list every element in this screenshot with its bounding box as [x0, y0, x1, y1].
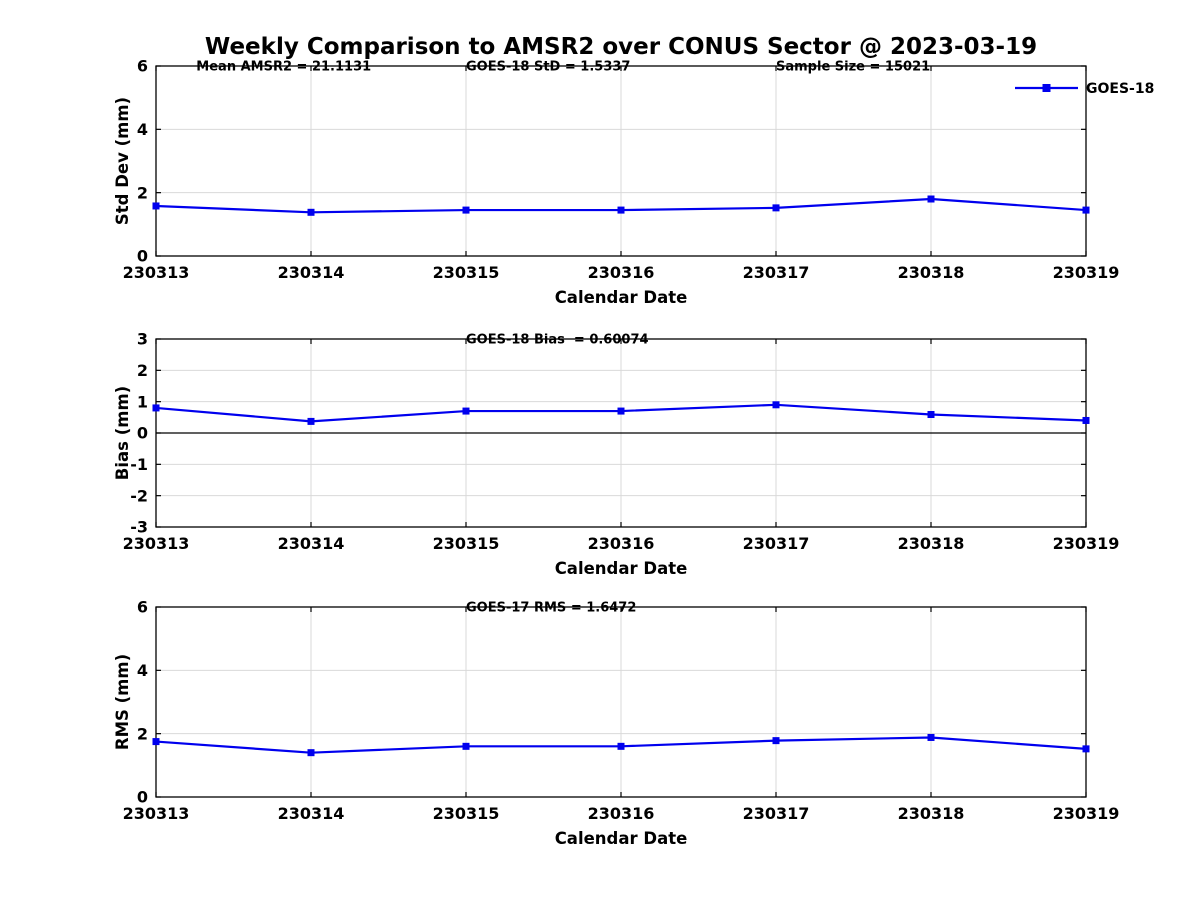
- subplots-group: 0 2 4 6 230313 230314 230315 230316 230317 230318…: [113, 57, 1154, 848]
- subplot-bias-mm-: -3 -2 -1 0 1 2 3 230313 230314 230315 230316 230317…: [113, 330, 1119, 578]
- stat-annotation: GOES-18 StD = 1.5337: [466, 60, 630, 75]
- data-point-marker: [152, 738, 160, 746]
- y-tick-label: 4: [137, 120, 148, 139]
- x-tick-label: 230315: [433, 804, 500, 823]
- y-tick-label: 6: [137, 57, 148, 76]
- data-point-marker: [307, 417, 315, 425]
- x-tick-label: 230316: [588, 804, 655, 823]
- y-tick-label: 1: [137, 392, 148, 411]
- x-tick-label: 230313: [123, 534, 190, 553]
- data-point-marker: [772, 204, 780, 212]
- data-point-marker: [152, 404, 160, 412]
- legend: GOES-18: [1015, 81, 1154, 97]
- x-tick-label: 230319: [1053, 534, 1120, 553]
- x-tick-label: 230314: [278, 534, 345, 553]
- stat-annotation: GOES-18 Bias = 0.60074: [466, 333, 649, 348]
- data-point-marker: [307, 208, 315, 216]
- data-point-marker: [772, 401, 780, 409]
- data-point-marker: [152, 202, 160, 210]
- data-point-marker: [462, 206, 470, 214]
- x-tick-label: 230313: [123, 263, 190, 282]
- y-tick-label: -2: [130, 486, 148, 505]
- stat-annotation: GOES-17 RMS = 1.6472: [466, 601, 636, 616]
- x-axis-label: Calendar Date: [555, 288, 688, 307]
- x-tick-label: 230319: [1053, 263, 1120, 282]
- data-point-marker: [1082, 745, 1090, 753]
- x-tick-label: 230316: [588, 534, 655, 553]
- x-axis-label: Calendar Date: [555, 829, 688, 848]
- x-tick-label: 230317: [743, 263, 810, 282]
- y-tick-label: 0: [137, 424, 148, 443]
- x-tick-label: 230319: [1053, 804, 1120, 823]
- data-point-marker: [772, 737, 780, 745]
- data-point-marker: [462, 742, 470, 750]
- data-point-marker: [462, 407, 470, 415]
- legend-marker-icon: [1042, 84, 1051, 92]
- chart-title: Weekly Comparison to AMSR2 over CONUS Se…: [205, 34, 1037, 60]
- subplot-std-dev-mm-: 0 2 4 6 230313 230314 230315 230316 230317 230318…: [113, 57, 1154, 307]
- y-tick-label: 2: [137, 361, 148, 380]
- data-point-marker: [1082, 416, 1090, 424]
- data-point-marker: [307, 749, 315, 757]
- x-tick-label: 230313: [123, 804, 190, 823]
- y-tick-label: -1: [130, 455, 148, 474]
- x-tick-label: 230316: [588, 263, 655, 282]
- stat-annotation: Mean AMSR2 = 21.1131: [196, 60, 371, 75]
- data-point-marker: [617, 206, 625, 214]
- x-tick-label: 230315: [433, 263, 500, 282]
- legend-label: GOES-18: [1086, 81, 1154, 97]
- data-point-marker: [1082, 206, 1090, 214]
- data-point-marker: [927, 411, 935, 419]
- y-tick-label: 0: [137, 788, 148, 807]
- y-tick-label: 0: [137, 247, 148, 266]
- y-axis-label: Std Dev (mm): [113, 97, 132, 225]
- x-tick-label: 230314: [278, 804, 345, 823]
- y-tick-label: 3: [137, 330, 148, 349]
- stat-annotation: Sample Size = 15021: [776, 60, 930, 75]
- y-axis-label: Bias (mm): [113, 386, 132, 480]
- x-tick-label: 230315: [433, 534, 500, 553]
- subplot-rms-mm-: 0 2 4 6 230313 230314 230315 230316 230317 230318…: [113, 598, 1119, 848]
- x-tick-label: 230318: [898, 804, 965, 823]
- y-tick-label: 4: [137, 661, 148, 680]
- x-tick-label: 230318: [898, 263, 965, 282]
- x-tick-label: 230314: [278, 263, 345, 282]
- data-point-marker: [617, 407, 625, 415]
- x-tick-label: 230317: [743, 804, 810, 823]
- y-tick-label: -3: [130, 518, 148, 537]
- y-axis-label: RMS (mm): [113, 654, 132, 750]
- y-tick-label: 2: [137, 183, 148, 202]
- x-axis-label: Calendar Date: [555, 559, 688, 578]
- y-tick-label: 6: [137, 598, 148, 617]
- x-tick-label: 230317: [743, 534, 810, 553]
- data-point-marker: [927, 733, 935, 741]
- data-point-marker: [617, 742, 625, 750]
- y-tick-label: 2: [137, 724, 148, 743]
- x-tick-label: 230318: [898, 534, 965, 553]
- data-point-marker: [927, 195, 935, 203]
